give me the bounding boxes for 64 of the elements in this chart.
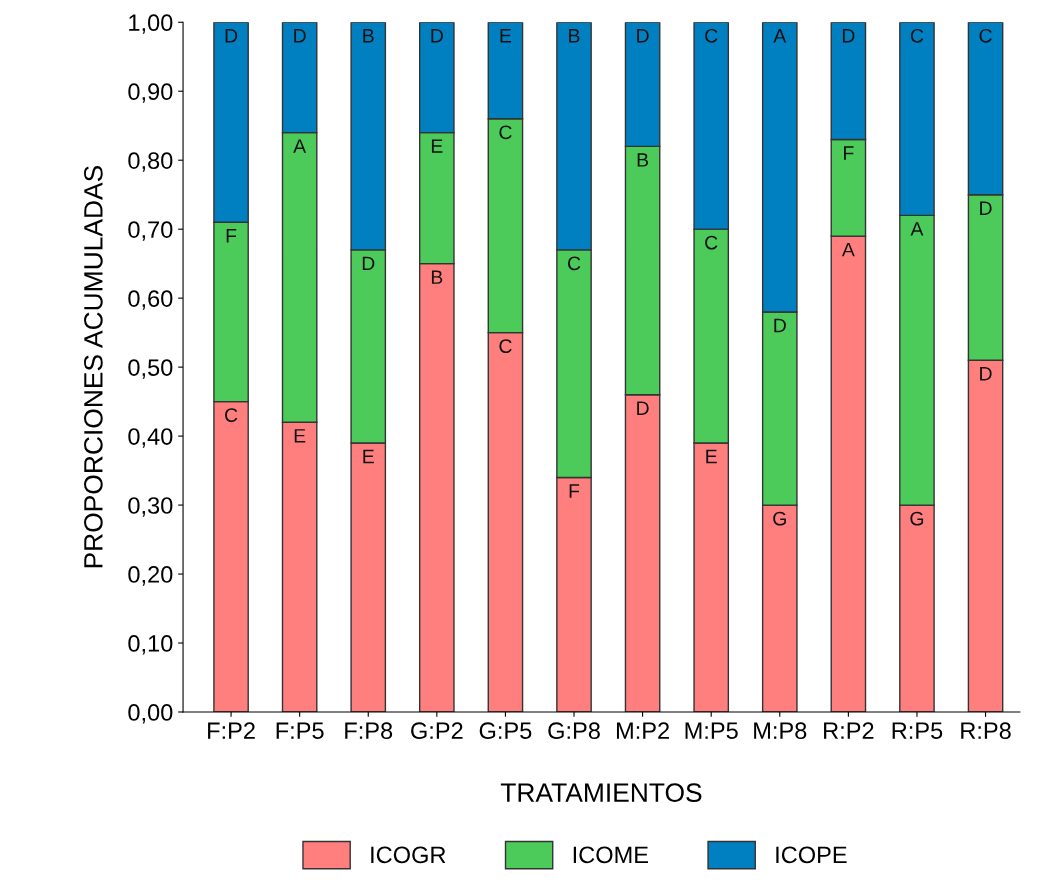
data-label: C <box>705 28 718 43</box>
y-tick-label: 0,50 <box>128 359 173 379</box>
data-label: C <box>910 28 924 43</box>
data-label: D <box>362 256 375 271</box>
data-label: D <box>431 29 443 43</box>
x-tick-label: F:P8 <box>345 722 393 740</box>
x-tick-label: G:P5 <box>479 722 532 740</box>
data-label: B <box>569 29 580 43</box>
y-tick-label: 0,70 <box>128 221 173 241</box>
y-tick-label: 0,30 <box>128 497 173 517</box>
x-tick-label: M:P8 <box>754 722 807 740</box>
data-label: A <box>773 29 787 43</box>
data-label: D <box>842 29 855 43</box>
data-label: D <box>294 29 306 43</box>
x-tick-label: G:P8 <box>548 722 600 740</box>
data-label: A <box>910 222 924 236</box>
data-label: A <box>293 139 307 153</box>
y-tick-label: 0,00 <box>128 704 173 724</box>
data-label: C <box>225 408 238 423</box>
data-label: D <box>774 318 786 333</box>
legend-label: ICOPE <box>776 846 847 864</box>
x-tick-label: M:P2 <box>616 722 669 739</box>
data-label: C <box>499 339 512 354</box>
data-label: E <box>363 449 374 464</box>
x-tick-label: F:P2 <box>208 722 255 739</box>
data-label: G <box>910 511 924 526</box>
legend-label: ICOGR <box>371 846 446 864</box>
x-tick-label: R:P5 <box>892 722 943 740</box>
data-label: F <box>569 484 580 498</box>
data-label: E <box>500 29 512 43</box>
data-label: A <box>841 242 855 257</box>
y-tick-label: 0,90 <box>128 83 173 103</box>
y-tick-label: 0,60 <box>128 290 173 310</box>
y-tick-label: 1,00 <box>129 14 173 34</box>
data-label: C <box>499 125 512 140</box>
x-tick-label: R:P8 <box>961 722 1011 740</box>
data-label: C <box>567 256 581 271</box>
x-tick-label: F:P5 <box>276 722 324 740</box>
data-label: G <box>773 511 786 526</box>
y-tick-label: 0,20 <box>128 566 173 586</box>
y-tick-label: 0,80 <box>128 152 173 172</box>
data-label: F <box>844 146 854 160</box>
data-label: E <box>431 139 443 153</box>
data-label: D <box>980 201 992 215</box>
data-label: D <box>637 401 649 415</box>
y-tick-label: 0,10 <box>128 635 173 655</box>
data-label: C <box>979 28 992 43</box>
legend-label: ICOME <box>573 846 648 864</box>
data-label: B <box>363 29 374 43</box>
data-label: B <box>431 270 443 284</box>
data-label: F <box>226 229 237 243</box>
data-label: D <box>225 29 238 43</box>
data-label: E <box>706 449 717 464</box>
x-tick-label: G:P2 <box>411 722 463 740</box>
data-label: D <box>637 29 649 43</box>
data-label: D <box>980 367 992 381</box>
data-label: E <box>294 429 306 443</box>
data-label: C <box>705 235 718 250</box>
y-axis-title: PROPORCIONES ACUMULADAS <box>84 165 103 568</box>
y-tick-label: 0,40 <box>128 428 173 448</box>
x-tick-label: M:P5 <box>685 722 738 740</box>
data-label: B <box>637 153 649 167</box>
x-tick-label: R:P2 <box>824 722 874 739</box>
x-axis-title: TRATAMIENTOS <box>500 783 702 802</box>
